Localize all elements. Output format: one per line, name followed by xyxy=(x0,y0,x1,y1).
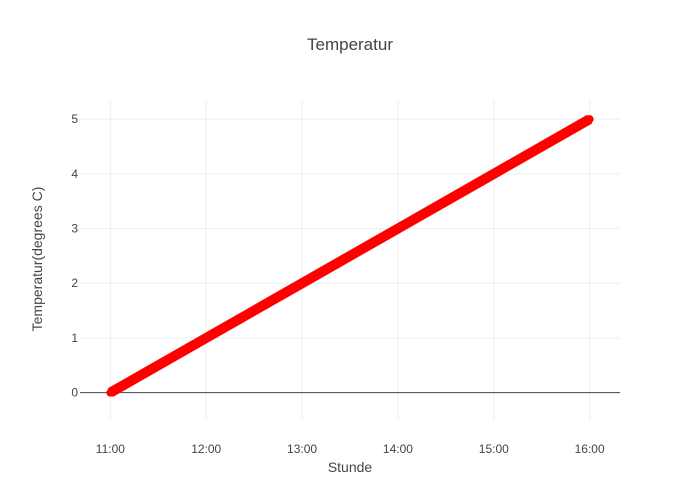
x-tick-label: 12:00 xyxy=(191,442,221,456)
data-point xyxy=(393,224,402,233)
y-axis-title: Temperatur(degrees C) xyxy=(29,187,45,332)
x-axis-title: Stunde xyxy=(328,459,373,475)
data-point xyxy=(106,388,115,397)
y-tick-label: 2 xyxy=(71,276,78,290)
x-tick-label: 14:00 xyxy=(383,442,413,456)
y-tick-label: 5 xyxy=(71,112,78,126)
data-point xyxy=(585,115,594,124)
y-tick-label: 4 xyxy=(71,167,78,181)
x-tick-label: 16:00 xyxy=(575,442,605,456)
y-tick-label: 3 xyxy=(71,222,78,236)
x-tick-label: 13:00 xyxy=(287,442,317,456)
x-tick-label: 15:00 xyxy=(479,442,509,456)
data-point xyxy=(489,169,498,178)
series-line xyxy=(107,114,593,397)
data-point xyxy=(202,333,211,342)
x-tick-label: 11:00 xyxy=(96,442,125,456)
series-layer xyxy=(106,114,594,397)
y-tick-label: 0 xyxy=(71,386,78,400)
y-axis-ticks: 0 1 2 3 4 5 xyxy=(71,112,78,400)
chart-title: Temperatur xyxy=(307,35,393,54)
y-tick-label: 1 xyxy=(71,331,78,345)
grid-lines xyxy=(80,100,620,420)
data-point xyxy=(298,279,307,288)
x-axis-ticks: 11:00 12:00 13:00 14:00 15:00 16:00 xyxy=(96,442,605,456)
